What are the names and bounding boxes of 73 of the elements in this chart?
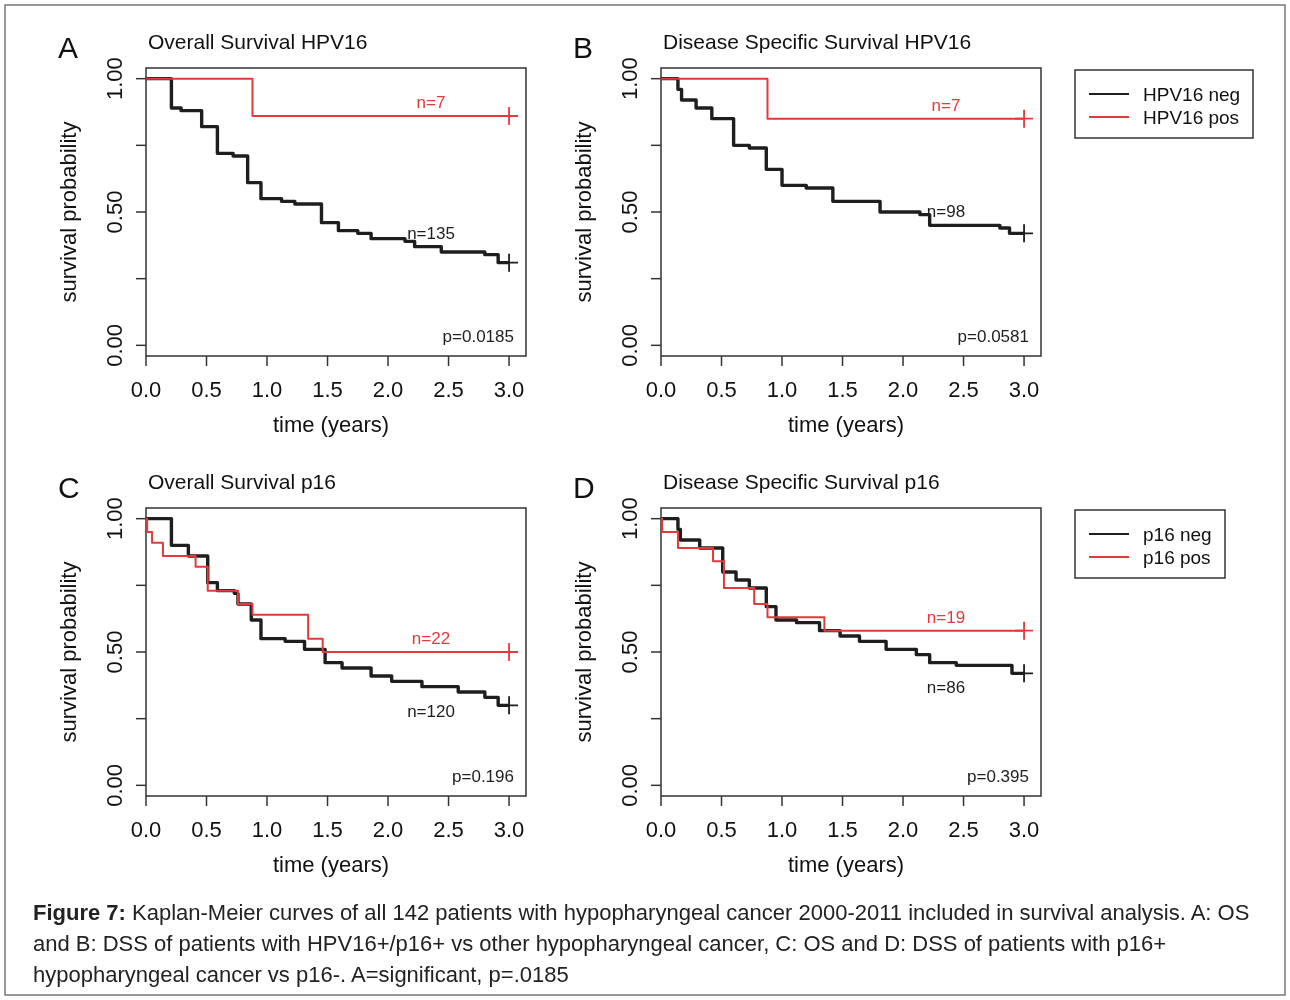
x-tick-label: 3.0 [1008,377,1040,402]
y-tick-label: 1.00 [102,497,127,541]
y-axis-title: survival probability [571,121,596,303]
chart-title: Disease Specific Survival p16 [663,470,940,493]
chart-title: Overall Survival p16 [148,470,336,493]
legend-label: HPV16 pos [1143,106,1240,128]
x-axis-title: time (years) [787,852,905,877]
legend-label: HPV16 neg [1143,83,1241,105]
x-tick-label: 1.0 [251,817,283,842]
text: D [573,471,595,504]
chart-title: Disease Specific Survival HPV16 [663,30,972,53]
y-tick-label: 0.50 [102,630,127,674]
x-tick-label: 1.5 [312,377,343,402]
x-tick-label: 2.5 [948,377,979,402]
y-tick-label: 0.50 [102,190,127,234]
y-tick-label: 0.50 [617,630,642,674]
y-tick-label: 1.00 [102,57,127,101]
annotation: n=22 [411,628,451,648]
x-tick-label: 2.0 [372,817,404,842]
x-tick-label: 3.0 [493,817,525,842]
annotation: p=0.196 [452,767,514,786]
text: C [58,471,80,504]
x-tick-label: 0.0 [645,817,677,842]
x-tick-label: 0.5 [191,817,222,842]
annotation: n=135 [407,223,455,243]
text: B [573,31,594,64]
y-axis-title: survival probability [56,561,81,743]
x-tick-label: 0.0 [130,817,162,842]
annotation: p=0.0185 [442,327,514,346]
x-tick-label: 3.0 [493,377,525,402]
x-tick-label: 2.0 [887,817,919,842]
x-tick-label: 0.5 [191,377,222,402]
annotation: p=0.395 [967,767,1029,786]
text: A [58,31,79,64]
x-tick-label: 1.5 [827,817,858,842]
x-tick-label: 3.0 [1008,817,1040,842]
y-tick-label: 0.00 [102,323,127,367]
x-tick-label: 0.5 [706,817,737,842]
x-tick-label: 1.5 [312,817,343,842]
x-axis-title: time (years) [787,412,905,437]
y-tick-label: 0.00 [617,763,642,807]
annotation: n=86 [926,677,966,697]
x-tick-label: 2.5 [433,377,464,402]
x-tick-label: 2.0 [372,377,404,402]
y-axis-title: survival probability [571,561,596,743]
y-axis-title: survival probability [56,121,81,303]
x-tick-label: 0.0 [130,377,162,402]
chart-title: Overall Survival HPV16 [148,30,368,53]
y-tick-label: 0.00 [102,763,127,807]
x-tick-label: 1.5 [827,377,858,402]
annotation: n=98 [926,202,966,222]
x-tick-label: 1.0 [766,817,798,842]
annotation: n=7 [416,92,446,112]
annotation: p=0.0581 [957,327,1029,346]
x-axis-title: time (years) [272,852,390,877]
x-tick-label: 0.5 [706,377,737,402]
x-tick-label: 2.0 [887,377,919,402]
y-tick-label: 1.00 [617,57,642,101]
y-tick-label: 1.00 [617,497,642,541]
x-tick-label: 2.5 [948,817,979,842]
annotation: n=7 [931,95,961,115]
y-tick-label: 0.00 [617,323,642,367]
annotation: n=120 [407,701,455,721]
x-tick-label: 2.5 [433,817,464,842]
legend-label: p16 neg [1143,523,1212,545]
x-tick-label: 1.0 [766,377,798,402]
x-tick-label: 1.0 [251,377,283,402]
x-tick-label: 0.0 [645,377,677,402]
legend-label: p16 pos [1143,546,1211,568]
caption: Figure 7: Kaplan-Meier curves of all 142 patients with hypopharyngeal cancer 2000-2011 included in survival analysis. A: OS and B: DSS of patients with HPV16+/p16+ vs other hypopharyngeal cancer, C: OS and D: DSS of patients with p16+ hypopharyngeal cancer vs p16-. A=significant, p=.0185 [33,900,1250,987]
x-axis-title: time (years) [272,412,390,437]
annotation: n=19 [926,607,966,627]
y-tick-label: 0.50 [617,190,642,234]
